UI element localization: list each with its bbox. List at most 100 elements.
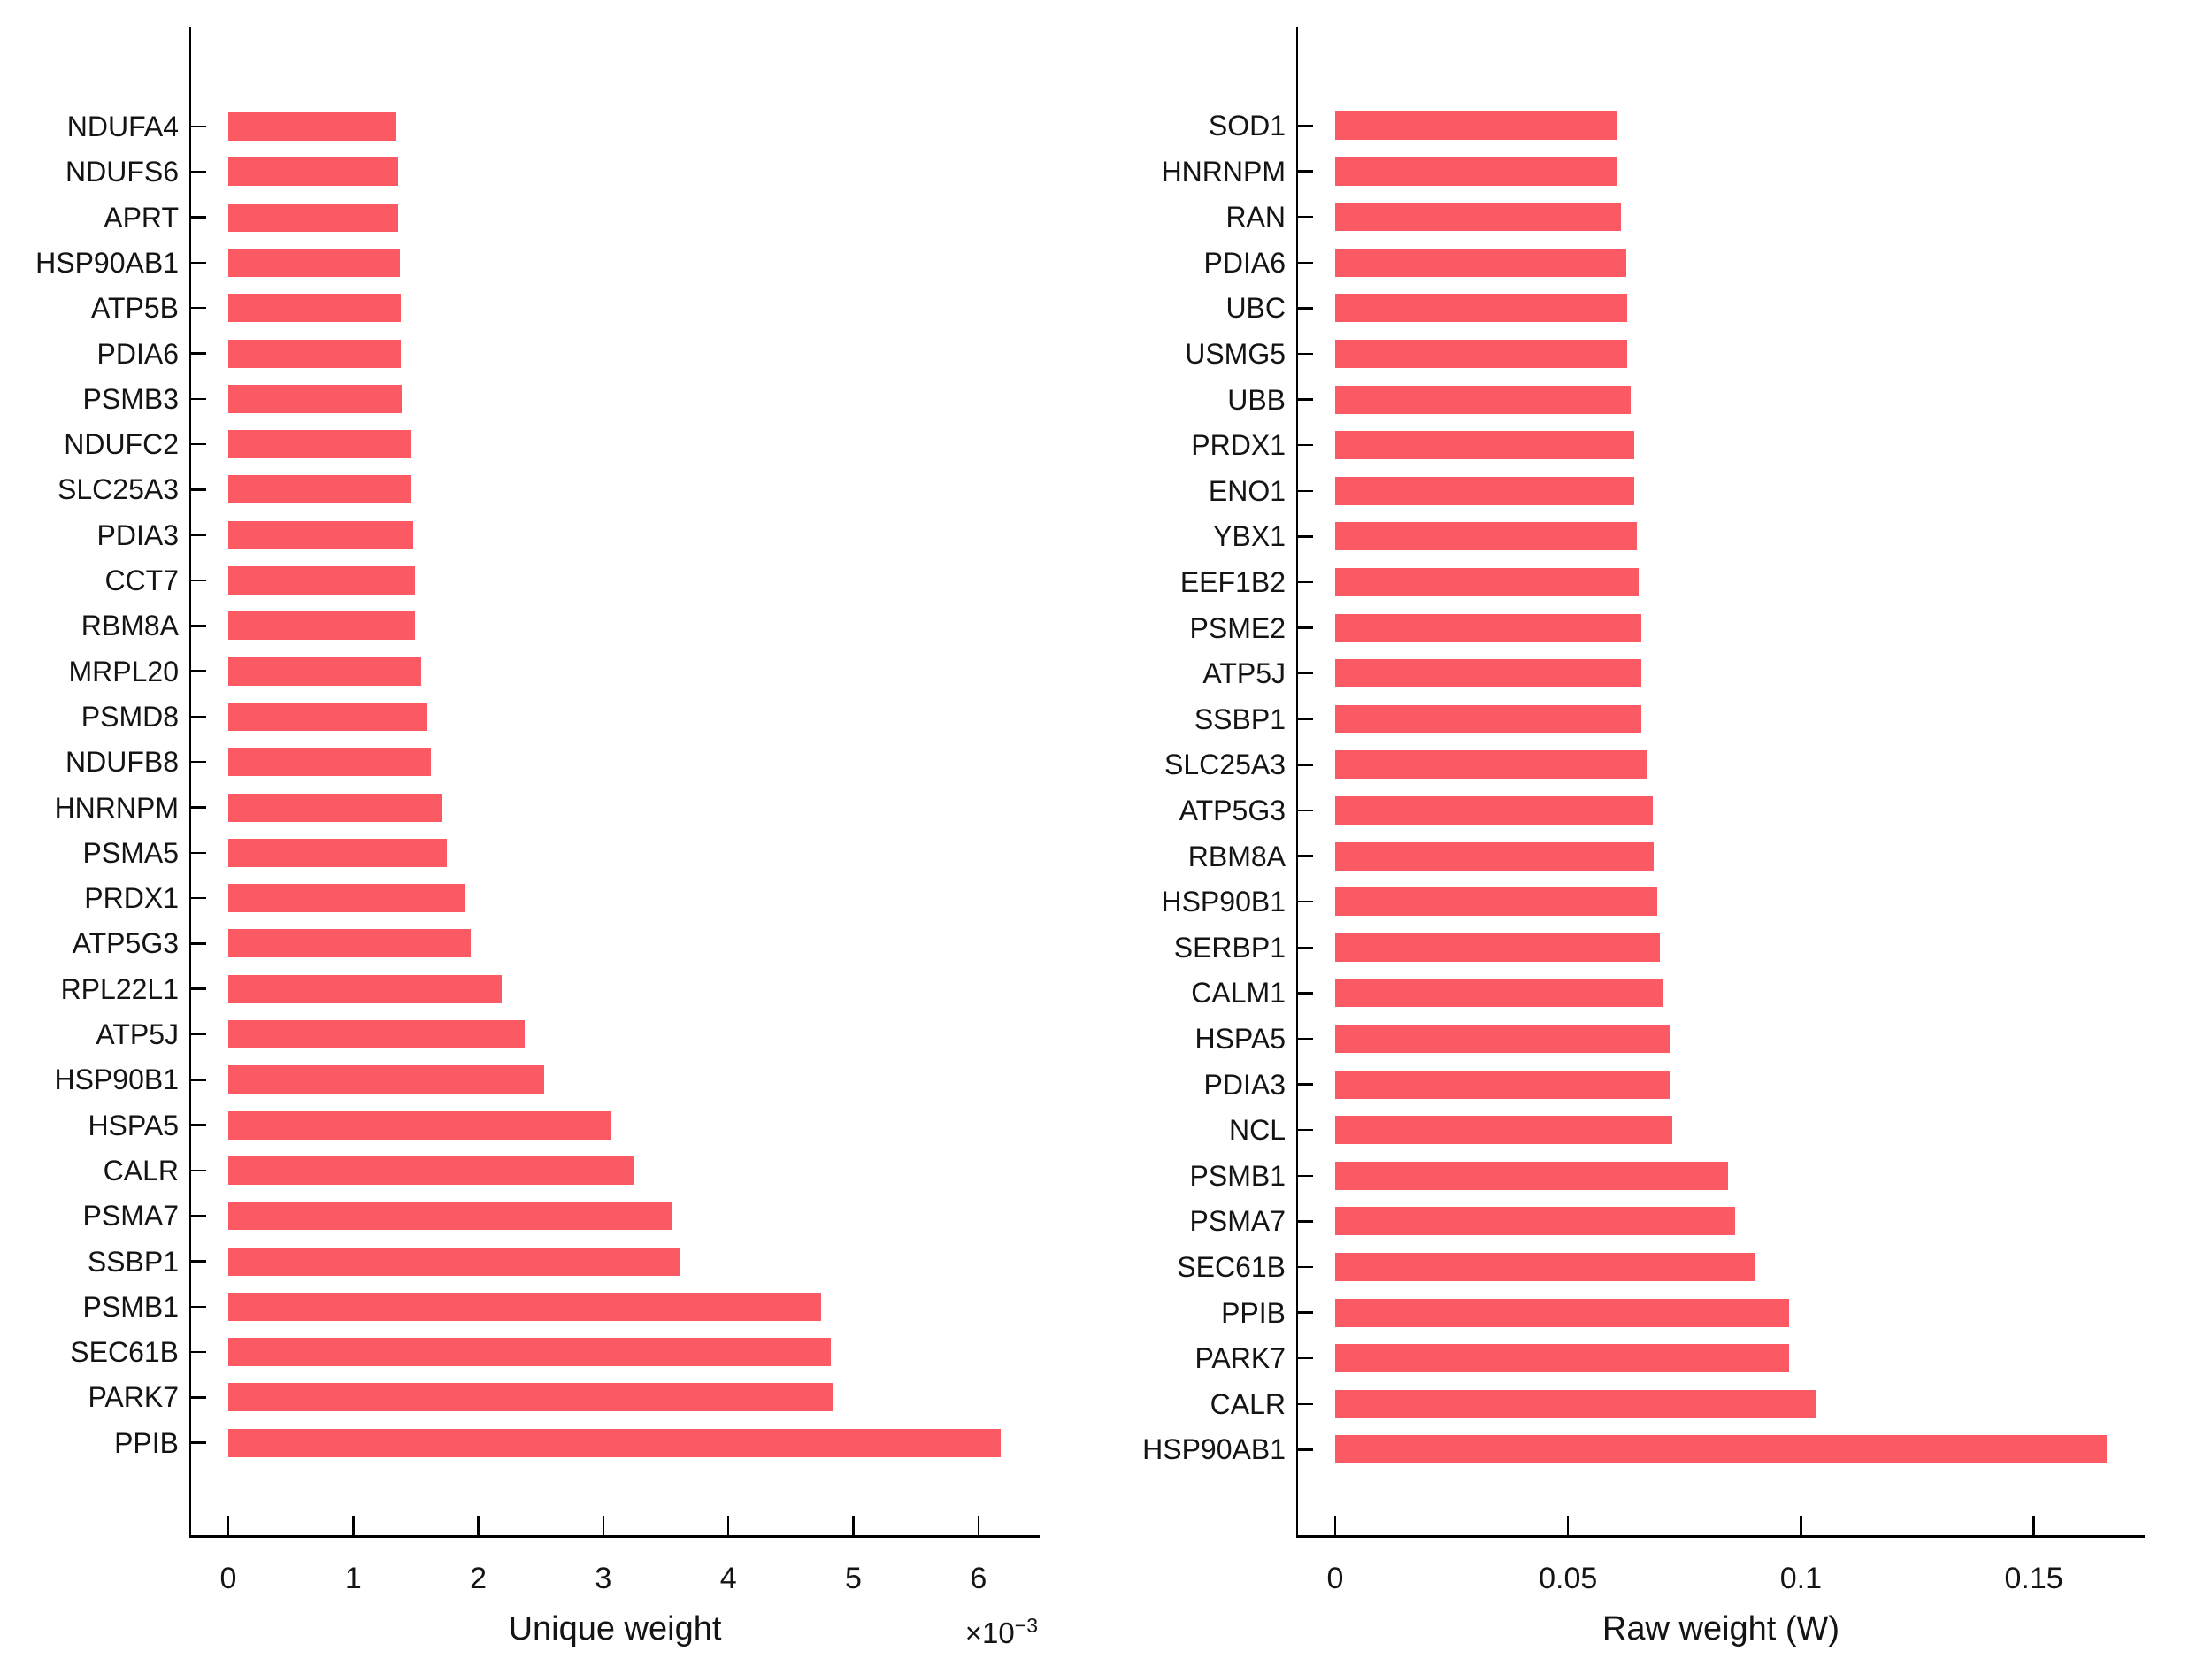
bar-atp5b [228,294,401,323]
x-tick-mark [1333,1516,1337,1535]
category-label-prdx1: PRDX1 [1191,429,1286,462]
category-label-hsp90ab1: HSP90AB1 [35,246,179,279]
bar-prdx1 [228,884,466,913]
category-label-psme2: PSME2 [1189,611,1286,644]
y-tick-mark [1297,1311,1313,1314]
bar-ubc [1335,294,1627,323]
bar-prdx1 [1335,431,1634,460]
y-tick-mark [190,851,206,855]
category-label-mrpl20: MRPL20 [68,655,180,687]
x-tick-mark [2032,1516,2035,1535]
category-label-prdx1: PRDX1 [84,882,179,915]
bar-pdia6 [1335,248,1626,277]
y-tick-mark [190,896,206,900]
y-tick-mark [190,442,206,446]
bar-hsp90ab1 [1335,1435,2108,1464]
y-tick-mark [1297,946,1313,949]
bar-rbm8a [228,611,415,641]
y-tick-mark [1297,443,1313,447]
category-label-ndufb8: NDUFB8 [65,746,179,779]
y-axis-line [188,27,192,1538]
bar-ybx1 [1335,522,1638,551]
x-tick-mark [977,1516,980,1535]
category-label-hspa5: HSPA5 [1194,1023,1286,1055]
category-label-sec61b: SEC61B [1177,1251,1286,1283]
x-tick-label: 0 [219,1562,237,1595]
category-label-ybx1: YBX1 [1213,520,1286,553]
x-tick-label: 4 [719,1562,737,1595]
category-label-psmb3: PSMB3 [82,382,179,415]
y-tick-mark [190,1441,206,1444]
bar-pdia3 [1335,1070,1670,1099]
x-tick-label: 6 [970,1562,987,1595]
x-tick-label: 0.1 [1779,1562,1823,1595]
category-label-hspa5: HSPA5 [88,1109,179,1141]
category-label-ssbp1: SSBP1 [87,1245,179,1278]
category-label-slc25a3: SLC25A3 [58,473,179,506]
y-tick-mark [1297,307,1313,310]
category-label-hnrnpm: HNRNPM [54,791,179,824]
y-tick-mark [1297,626,1313,629]
bar-psmb1 [1335,1161,1729,1190]
category-label-ubb: UBB [1227,383,1286,416]
bar-ncl [1335,1116,1673,1145]
bar-park7 [228,1383,833,1412]
bar-ssbp1 [1335,704,1642,733]
y-tick-mark [190,1396,206,1399]
y-tick-mark [1297,398,1313,401]
x-tick-label: 3 [595,1562,612,1595]
x-tick-mark [352,1516,355,1535]
axis-scale-offset: ×10−3 [772,1614,1038,1653]
bar-slc25a3 [1335,750,1647,780]
category-label-calm1: CALM1 [1191,977,1286,1010]
category-label-usmg5: USMG5 [1185,338,1286,370]
y-tick-mark [190,670,206,672]
y-tick-mark [1297,124,1313,127]
y-tick-mark [190,306,206,310]
category-label-sec61b: SEC61B [70,1336,179,1369]
bar-hspa5 [1335,1025,1670,1053]
x-axis-line [1295,1535,2145,1538]
category-label-psmb1: PSMB1 [82,1290,179,1323]
y-tick-mark [190,125,206,128]
y-tick-mark [190,987,206,990]
bar-hsp90ab1 [228,248,400,277]
category-label-psmd8: PSMD8 [81,700,179,733]
category-label-hsp90b1: HSP90B1 [54,1064,179,1096]
y-tick-mark [190,1214,206,1217]
y-tick-mark [190,760,206,764]
bar-ndufs6 [228,157,399,187]
category-label-ndufc2: NDUFC2 [64,428,179,461]
y-tick-mark [1297,535,1313,538]
y-tick-mark [1297,1220,1313,1223]
x-axis-line [188,1535,1040,1538]
bar-ran [1335,203,1621,232]
y-tick-mark [190,806,206,809]
bar-usmg5 [1335,340,1628,368]
bar-sec61b [228,1338,832,1367]
bar-rpl22l1 [228,974,503,1003]
y-tick-mark [1297,718,1313,721]
category-label-eef1b2: EEF1B2 [1179,566,1286,598]
bar-ppib [228,1428,1002,1457]
category-label-aprt: APRT [104,201,179,234]
category-label-hnrnpm: HNRNPM [1161,155,1286,188]
bar-mrpl20 [228,657,421,686]
y-tick-mark [1297,855,1313,857]
x-tick-mark [227,1516,230,1535]
category-label-ndufa4: NDUFA4 [66,111,179,142]
x-tick-mark [726,1516,730,1535]
y-tick-mark [190,261,206,265]
y-tick-mark [190,1033,206,1036]
category-label-ppib: PPIB [114,1426,179,1459]
y-tick-mark [190,488,206,491]
y-tick-mark [190,216,206,219]
x-tick-label: 2 [470,1562,488,1595]
category-label-pdia3: PDIA3 [96,518,179,551]
x-tick-mark [852,1516,855,1535]
y-tick-mark [190,579,206,582]
category-label-rbm8a: RBM8A [1187,840,1286,872]
x-tick-label: 0.15 [2004,1562,2063,1595]
